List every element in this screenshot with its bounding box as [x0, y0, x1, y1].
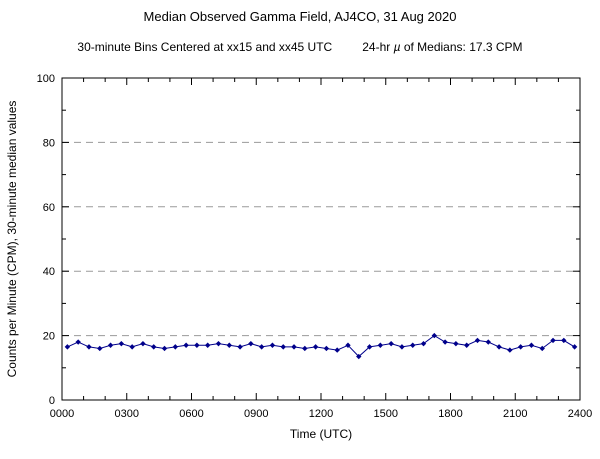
svg-text:0: 0 — [49, 395, 55, 407]
chart-subtitle: 30-minute Bins Centered at xx15 and xx45… — [0, 40, 600, 54]
svg-text:0600: 0600 — [179, 408, 203, 420]
svg-text:1800: 1800 — [438, 408, 462, 420]
chart-title: Median Observed Gamma Field, AJ4CO, 31 A… — [143, 9, 457, 24]
svg-text:80: 80 — [43, 137, 55, 149]
svg-text:0000: 0000 — [50, 408, 74, 420]
svg-text:2100: 2100 — [503, 408, 527, 420]
svg-text:2400: 2400 — [568, 408, 592, 420]
svg-text:20: 20 — [43, 331, 55, 343]
svg-text:40: 40 — [43, 266, 55, 278]
subtitle-mean-suffix: of Medians: 17.3 CPM — [400, 40, 523, 54]
subtitle-mean: 24-hr µ of Medians: 17.3 CPM — [362, 40, 522, 54]
svg-text:100: 100 — [37, 73, 55, 85]
svg-text:0900: 0900 — [244, 408, 268, 420]
svg-text:1500: 1500 — [374, 408, 398, 420]
svg-text:0300: 0300 — [115, 408, 139, 420]
subtitle-mean-prefix: 24-hr — [362, 40, 394, 54]
mu-symbol: µ — [393, 40, 401, 54]
svg-text:1200: 1200 — [309, 408, 333, 420]
subtitle-bins: 30-minute Bins Centered at xx15 and xx45… — [77, 40, 333, 54]
svg-text:60: 60 — [43, 202, 55, 214]
svg-text:Counts per Minute (CPM), 30-mi: Counts per Minute (CPM), 30-minute media… — [5, 101, 19, 378]
svg-text:Time (UTC): Time (UTC) — [290, 427, 352, 441]
